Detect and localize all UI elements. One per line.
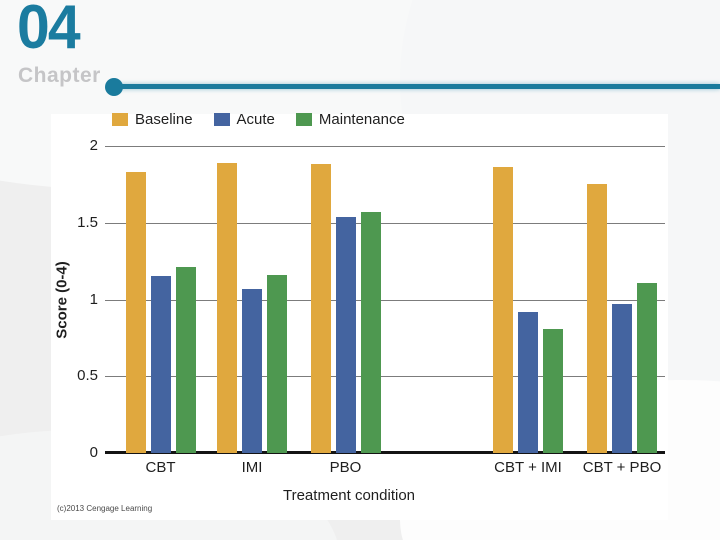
bar-acute-CBT: [150, 276, 171, 453]
x-axis-title: Treatment condition: [282, 487, 416, 504]
x-category-label: CBT: [145, 459, 176, 476]
x-category-label: IMI: [241, 459, 263, 476]
bar-acute-CBT+IMI: [518, 311, 538, 453]
acute-swatch-icon: [213, 113, 230, 126]
header-divider-line: [113, 84, 720, 89]
chart-legend: Baseline Acute Maintenance: [112, 111, 405, 128]
bar-baseline-CBT+IMI: [493, 167, 513, 453]
y-tick-label: 1: [89, 290, 98, 308]
x-category-label: CBT + PBO: [582, 459, 662, 476]
legend-label: Baseline: [135, 111, 193, 128]
x-category-label: CBT + IMI: [494, 459, 562, 476]
y-tick-label: 2: [89, 137, 98, 154]
x-category-label: PBO: [329, 459, 362, 476]
gridline: [105, 146, 665, 147]
bar-acute-CBT+PBO: [612, 304, 632, 453]
bar-maintenance-PBO: [360, 212, 381, 453]
y-tick-label: 0.5: [77, 367, 98, 385]
bar-baseline-CBT: [125, 172, 146, 453]
gridline: [105, 299, 665, 301]
x-axis-line: [105, 451, 665, 454]
bar-baseline-IMI: [217, 162, 237, 453]
bar-acute-IMI: [242, 288, 262, 453]
legend-label: Acute: [236, 111, 275, 128]
bar-maintenance-CBT: [175, 267, 196, 453]
legend-item-maintenance: Maintenance: [295, 111, 405, 128]
y-tick-label: 1.5: [77, 213, 98, 231]
plot-area: [105, 146, 665, 454]
legend-item-baseline: Baseline: [112, 111, 193, 128]
bar-acute-PBO: [335, 216, 356, 453]
gridline: [105, 376, 665, 378]
bar-baseline-PBO: [310, 164, 331, 453]
bar-baseline-CBT+PBO: [587, 184, 607, 453]
baseline-swatch-icon: [112, 113, 128, 126]
maintenance-swatch-icon: [295, 113, 312, 126]
header-line-dot-icon: [105, 78, 123, 96]
legend-label: Maintenance: [318, 111, 405, 128]
gridline: [105, 222, 665, 224]
bar-maintenance-CBT+IMI: [543, 328, 563, 453]
chapter-number: 04: [17, 0, 81, 62]
bar-maintenance-IMI: [267, 274, 287, 453]
y-tick-label: 0: [89, 444, 98, 461]
chapter-label: Chapter: [18, 64, 101, 87]
copyright-text: (c)2013 Cengage Learning: [57, 504, 153, 513]
legend-item-acute: Acute: [213, 111, 275, 128]
bar-maintenance-CBT+PBO: [637, 282, 657, 453]
